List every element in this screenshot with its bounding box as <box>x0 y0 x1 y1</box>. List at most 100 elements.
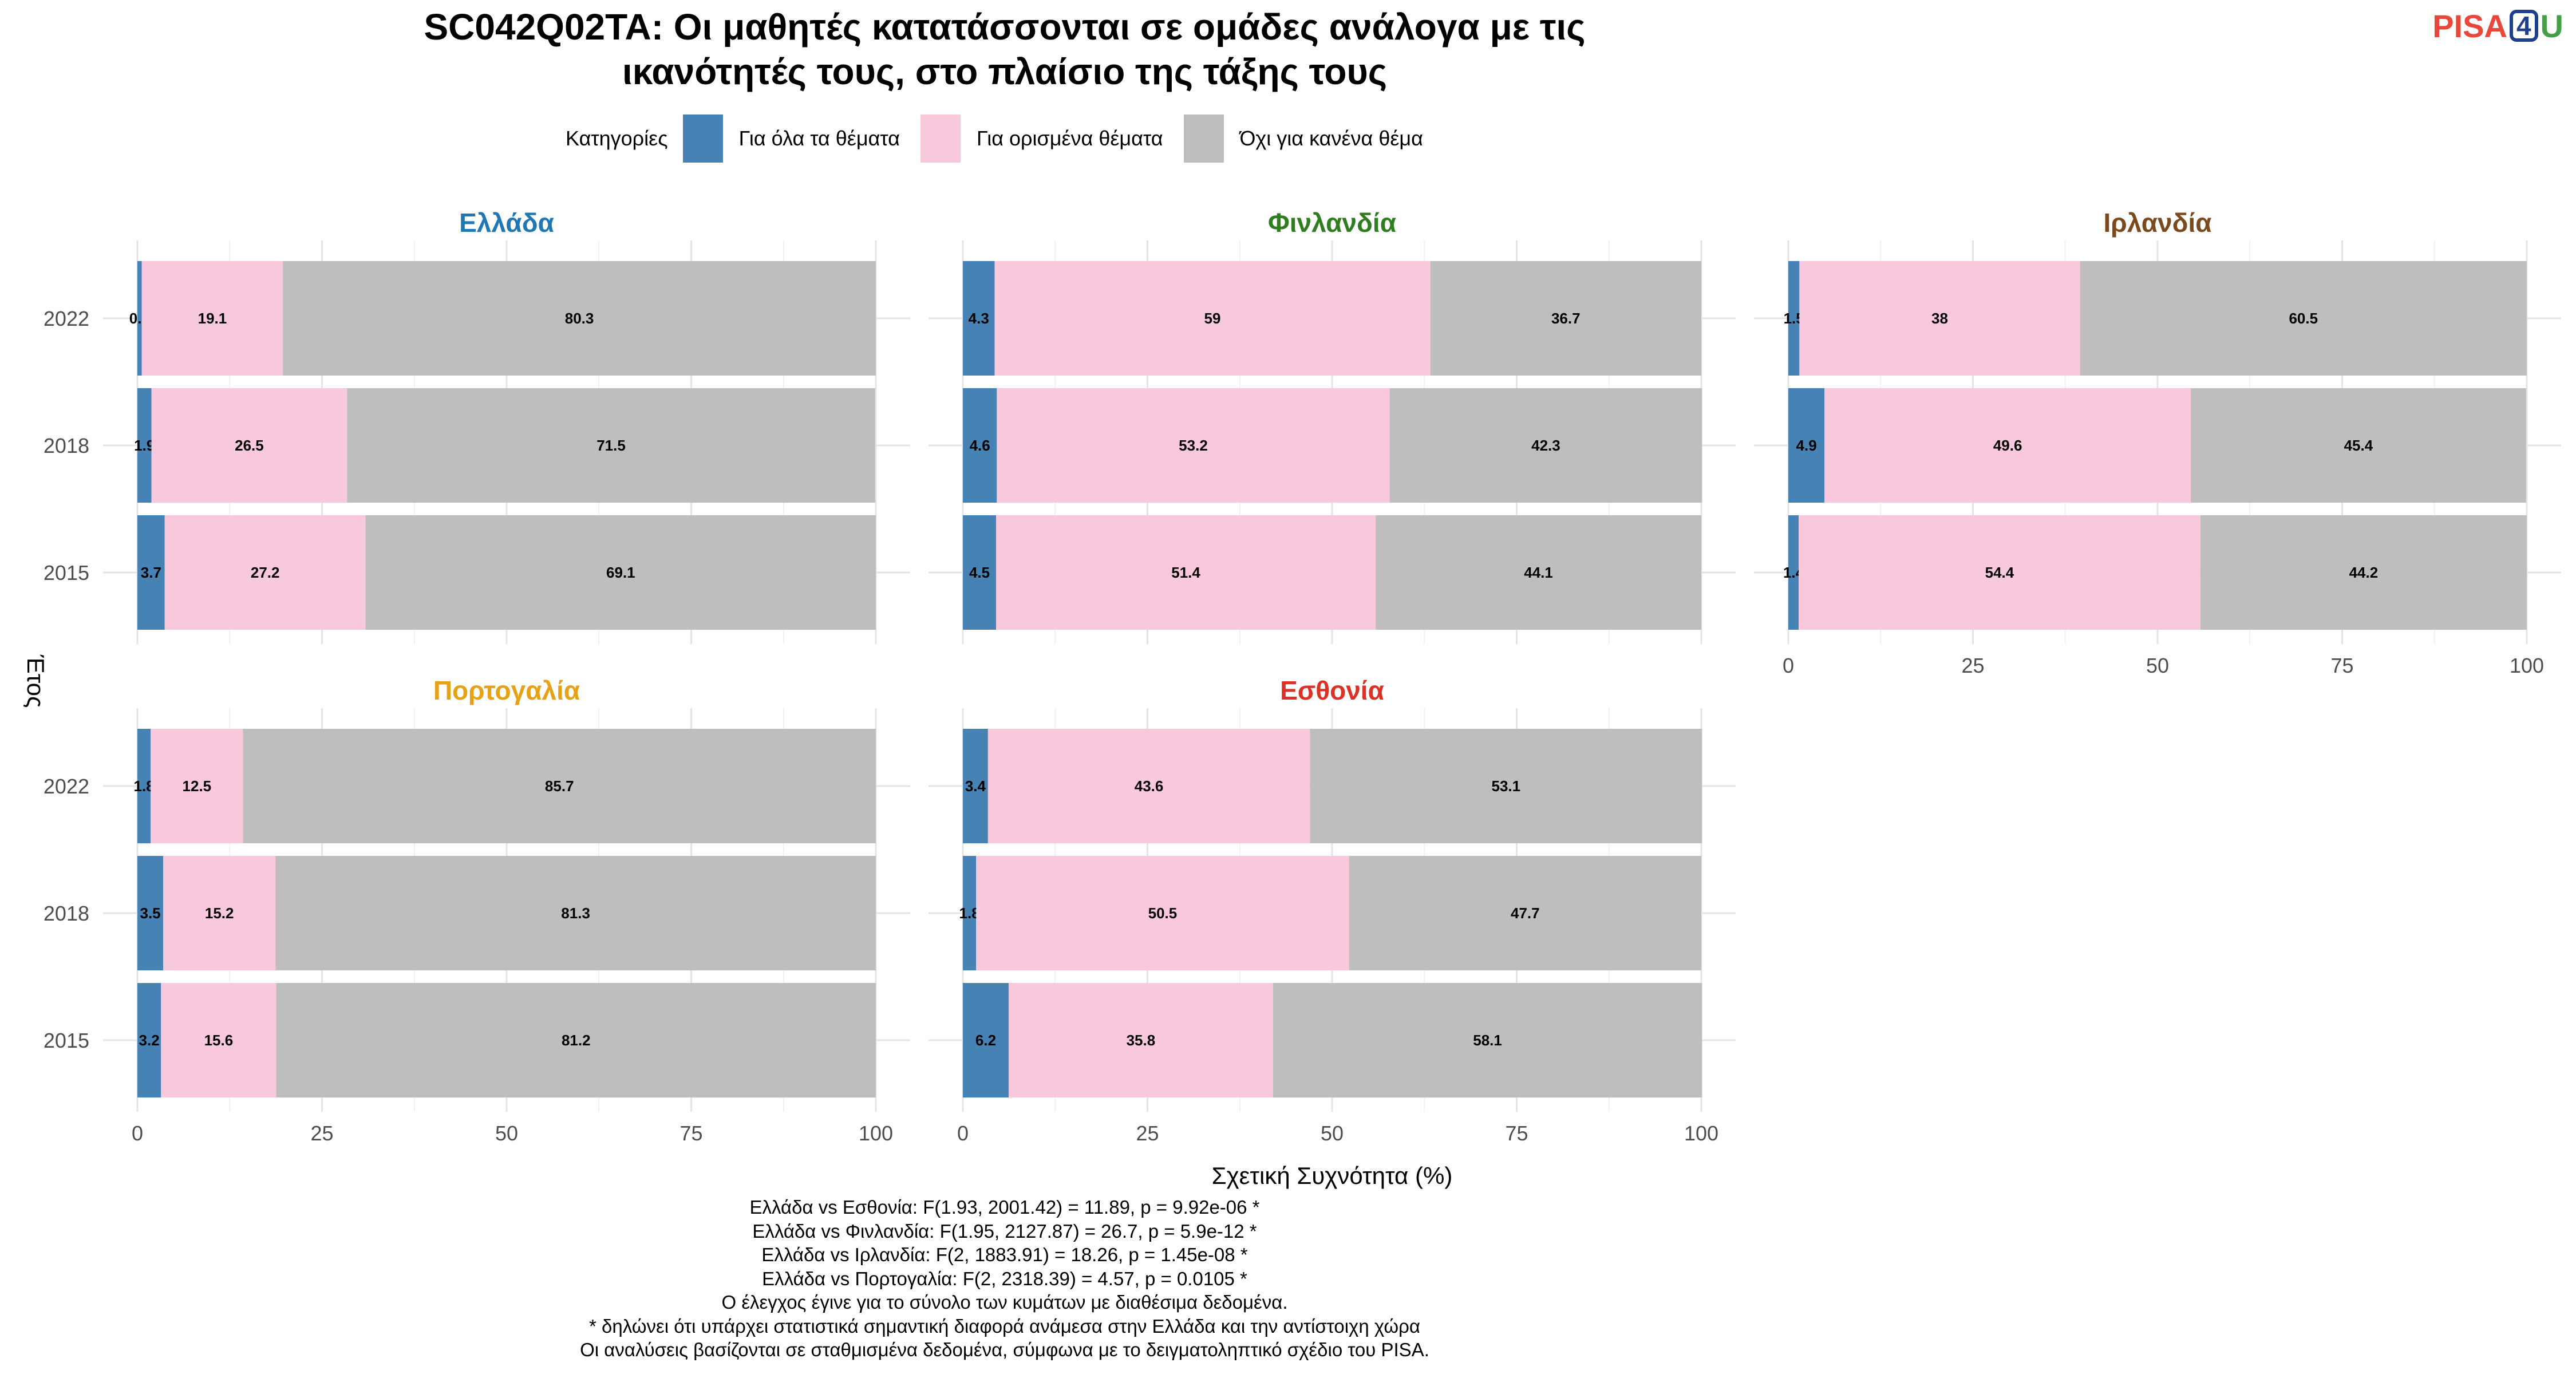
panel-5-xtick-75: 75 <box>1505 1122 1528 1145</box>
panel-3-bar-2018-series-2 <box>1824 388 2191 503</box>
panel-1-bar-2015-series-2 <box>164 515 366 630</box>
panel-4-label-2018-series-3: 81.3 <box>561 905 590 922</box>
panel-3-label-2018-series-3: 45.4 <box>2344 437 2373 454</box>
panel-2-label-2015-series-3: 44.1 <box>1524 564 1553 581</box>
panel-1-title: Ελλάδα <box>459 208 554 238</box>
panel-5-xtick-0: 0 <box>957 1122 969 1145</box>
panel-3-bar-2018-series-1 <box>1788 388 1825 503</box>
panel-4-bar-2015-series-3 <box>276 983 876 1097</box>
panel-5-xtick-25: 25 <box>1136 1122 1159 1145</box>
title-line-2: ικανότητές τους, στο πλαίσιο της τάξης τ… <box>622 51 1388 92</box>
panel-3-bar-2022-series-2 <box>1799 261 2080 376</box>
panel-4-title: Πορτογαλία <box>433 676 580 705</box>
panel-2-label-2022-series-2: 59 <box>1204 310 1221 327</box>
legend: Κατηγορίες Για όλα τα θέματα Για ορισμέν… <box>0 114 2009 163</box>
panel-3-label-2018-series-2: 49.6 <box>1993 437 2022 454</box>
panel-4-label-2018-series-2: 15.2 <box>205 905 234 922</box>
panel-4-bar-2022-series-3 <box>243 729 876 843</box>
title-line-1: SC042Q02TA: Οι μαθητές κατατάσσονται σε … <box>424 6 1586 48</box>
panel-4-bar-2018-series-2 <box>163 856 276 970</box>
legend-swatch-all-subjects <box>682 114 723 163</box>
y-axis-title: Έτος <box>22 654 49 708</box>
panel-3-label-2018-series-1: 4.9 <box>1796 437 1817 454</box>
panel-5-bar-2018-series-3 <box>1349 856 1701 970</box>
panel-2-bar-2015-series-3 <box>1376 515 1701 630</box>
legend-title: Κατηγορίες <box>566 127 668 150</box>
panel-4-xtick-0: 0 <box>132 1122 143 1145</box>
panel-2-bar-2022-series-3 <box>1430 261 1701 376</box>
legend-item-some-subjects: Για ορισμένα θέματα <box>920 114 1163 163</box>
panel-4-xtick-75: 75 <box>679 1122 702 1145</box>
panel-4-ytick-2018: 2018 <box>44 902 89 925</box>
panel-1-bar-2018-series-2 <box>151 388 347 503</box>
legend-label-some-subjects: Για ορισμένα θέματα <box>976 127 1163 150</box>
panel-1-label-2022-series-2: 19.1 <box>198 310 227 327</box>
panel-4-bar-2022-series-2 <box>151 729 243 843</box>
panel-1-ytick-2018: 2018 <box>44 434 89 457</box>
panel-5-label-2015-series-3: 58.1 <box>1473 1032 1502 1049</box>
panel-4-ytick-2022: 2022 <box>44 775 89 798</box>
panel-2-label-2015-series-2: 51.4 <box>1171 564 1200 581</box>
panel-1-bar-2015-series-1 <box>137 515 165 630</box>
footer-notes: Ελλάδα vs Εσθονία: F(1.93, 2001.42) = 11… <box>0 1195 2009 1362</box>
logo-pisa-text: PISA <box>2432 8 2507 44</box>
panel-1-label-2018-series-3: 71.5 <box>596 437 626 454</box>
chart-title: SC042Q02TA: Οι μαθητές κατατάσσονται σε … <box>0 5 2009 94</box>
panel-5-bar-2022-series-3 <box>1310 729 1702 843</box>
panel-1-label-2015-series-3: 69.1 <box>606 564 635 581</box>
panel-2-bar-2022-series-2 <box>994 261 1431 376</box>
panel-3-label-2015-series-3: 44.2 <box>2349 564 2379 581</box>
panel-1-bar-2022-series-2 <box>141 261 283 376</box>
panel-4-xtick-25: 25 <box>310 1122 333 1145</box>
panel-5-bar-2022-series-1 <box>963 729 988 843</box>
panel-3-bar-2015-series-1 <box>1788 515 1799 630</box>
footer-line-1: Ελλάδα vs Εσθονία: F(1.93, 2001.42) = 11… <box>749 1197 1260 1218</box>
panel-3-xtick-25: 25 <box>1961 654 1984 677</box>
panel-2-label-2022-series-3: 36.7 <box>1551 310 1581 327</box>
panel-1-label-2018-series-1: 1.9 <box>134 437 155 454</box>
panel-2-bar-2015-series-1 <box>963 515 997 630</box>
panel-4-xtick-50: 50 <box>495 1122 518 1145</box>
panel-1-bar-2018-series-1 <box>137 388 152 503</box>
panel-3-xtick-50: 50 <box>2146 654 2169 677</box>
panel-1-label-2018-series-2: 26.5 <box>235 437 264 454</box>
panel-1-bar-2022-series-3 <box>283 261 876 376</box>
panel-3-bar-2015-series-3 <box>2200 515 2527 630</box>
panel-3-xtick-0: 0 <box>1783 654 1794 677</box>
panel-4-bar-2018-series-3 <box>275 856 876 970</box>
panel-5-bar-2022-series-2 <box>987 729 1310 843</box>
panel-2-bar-2018-series-1 <box>963 388 997 503</box>
legend-swatch-no-subject <box>1183 114 1224 163</box>
panel-5-bar-2015-series-3 <box>1273 983 1702 1097</box>
panel-5-label-2022-series-1: 3.4 <box>965 777 986 795</box>
panel-3-bar-2015-series-2 <box>1799 515 2200 630</box>
panel-2-label-2022-series-1: 4.3 <box>969 310 989 327</box>
legend-item-no-subject: Όχι για κανένα θέμα <box>1183 114 1423 163</box>
panel-3-bar-2022-series-1 <box>1788 261 1800 376</box>
panel-2-label-2018-series-2: 53.2 <box>1179 437 1208 454</box>
panel-1-label-2015-series-1: 3.7 <box>141 564 161 581</box>
legend-label-no-subject: Όχι για κανένα θέμα <box>1239 127 1423 150</box>
panel-1-bar-2022-series-1 <box>137 261 142 376</box>
panel-2-label-2018-series-1: 4.6 <box>970 437 990 454</box>
footer-line-3: Ελλάδα vs Ιρλανδία: F(2, 1883.91) = 18.2… <box>761 1244 1248 1265</box>
panel-5-label-2022-series-2: 43.6 <box>1135 777 1164 795</box>
footer-line-2: Ελλάδα vs Φινλανδία: F(1.95, 2127.87) = … <box>752 1220 1257 1242</box>
panel-5-label-2018-series-3: 47.7 <box>1511 905 1540 922</box>
panel-1-label-2022-series-3: 80.3 <box>565 310 594 327</box>
panel-3-bar-2018-series-3 <box>2191 388 2526 503</box>
x-axis-title: Σχετική Συχνότητα (%) <box>1212 1162 1453 1189</box>
panel-5-label-2018-series-2: 50.5 <box>1148 905 1178 922</box>
panel-3-xtick-75: 75 <box>2330 654 2353 677</box>
panel-4-xtick-100: 100 <box>859 1122 893 1145</box>
panel-3-bar-2022-series-3 <box>2080 261 2527 376</box>
pisa4u-logo: PISA 4 U <box>2432 8 2563 45</box>
legend-label-all-subjects: Για όλα τα θέματα <box>738 127 900 150</box>
panel-4-label-2022-series-3: 85.7 <box>545 777 574 795</box>
footer-line-5: Ο έλεγχος έγινε για το σύνολο των κυμάτω… <box>721 1292 1288 1313</box>
panel-1-bar-2015-series-3 <box>365 515 876 630</box>
panel-3-label-2022-series-3: 60.5 <box>2289 310 2318 327</box>
panel-4-label-2015-series-3: 81.2 <box>562 1032 591 1049</box>
panel-3-label-2015-series-2: 54.4 <box>1985 564 2014 581</box>
